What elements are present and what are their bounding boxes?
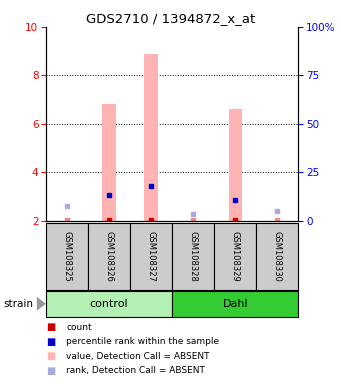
Bar	[256, 223, 298, 290]
Bar	[228, 109, 242, 221]
Bar	[46, 223, 88, 290]
Bar	[102, 104, 116, 221]
Text: GSM108330: GSM108330	[273, 231, 282, 282]
Text: percentile rank within the sample: percentile rank within the sample	[66, 337, 220, 346]
Text: ■: ■	[46, 366, 55, 376]
Text: count: count	[66, 323, 92, 332]
Text: strain: strain	[3, 299, 33, 309]
Bar	[214, 223, 256, 290]
Text: GSM108329: GSM108329	[231, 231, 240, 282]
Polygon shape	[37, 297, 46, 311]
Bar	[172, 223, 214, 290]
Text: value, Detection Call = ABSENT: value, Detection Call = ABSENT	[66, 352, 210, 361]
Bar	[145, 53, 158, 221]
Text: GSM108328: GSM108328	[189, 231, 198, 282]
Bar	[172, 291, 298, 317]
Text: Dahl: Dahl	[222, 299, 248, 309]
Bar	[130, 223, 172, 290]
Text: GSM108325: GSM108325	[62, 231, 72, 282]
Text: rank, Detection Call = ABSENT: rank, Detection Call = ABSENT	[66, 366, 205, 376]
Text: GSM108326: GSM108326	[105, 231, 114, 282]
Text: GSM108327: GSM108327	[147, 231, 156, 282]
Bar	[46, 291, 172, 317]
Text: control: control	[90, 299, 129, 309]
Text: ■: ■	[46, 351, 55, 361]
Text: ■: ■	[46, 337, 55, 347]
Text: ■: ■	[46, 322, 55, 332]
Text: GDS2710 / 1394872_x_at: GDS2710 / 1394872_x_at	[86, 12, 255, 25]
Bar	[88, 223, 130, 290]
